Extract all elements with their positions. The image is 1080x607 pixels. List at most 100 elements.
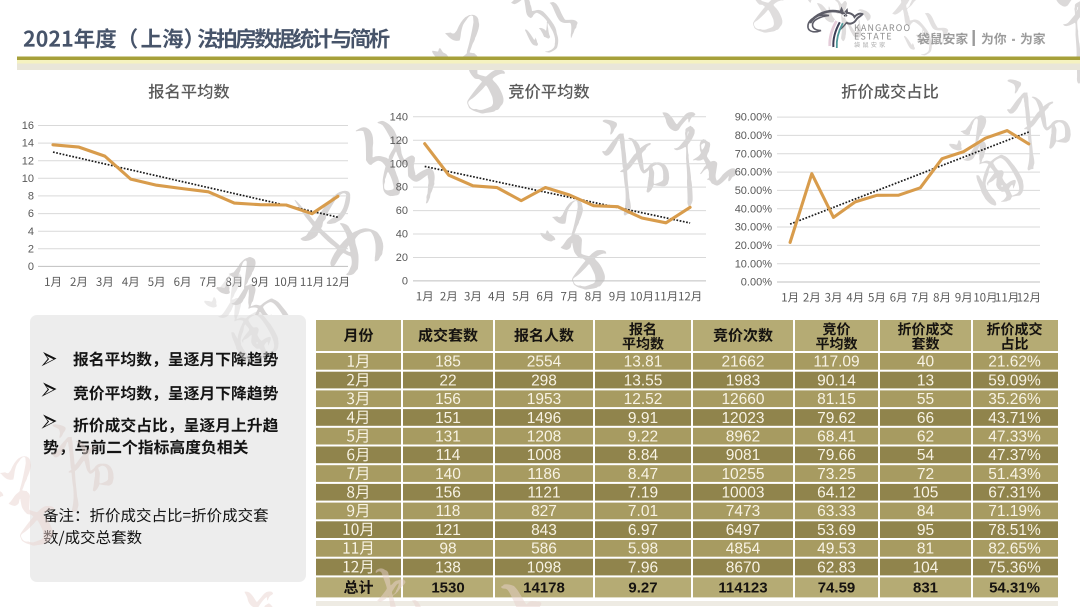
svg-text:10003: 10003 — [721, 485, 764, 502]
svg-text:30.00%: 30.00% — [735, 222, 773, 234]
svg-text:78.51%: 78.51% — [988, 522, 1041, 539]
svg-text:7.01: 7.01 — [628, 503, 658, 520]
svg-text:120: 120 — [390, 135, 408, 147]
svg-text:80: 80 — [396, 182, 408, 194]
svg-text:8.84: 8.84 — [628, 447, 659, 464]
svg-text:13.55: 13.55 — [624, 372, 663, 389]
svg-text:2: 2 — [28, 243, 34, 255]
svg-text:12660: 12660 — [721, 391, 764, 408]
svg-text:586: 586 — [531, 541, 557, 558]
svg-text:7.19: 7.19 — [628, 485, 658, 502]
svg-text:40.00%: 40.00% — [735, 203, 773, 215]
svg-text:114: 114 — [436, 447, 461, 464]
svg-text:47.37%: 47.37% — [988, 447, 1041, 464]
svg-text:35.26%: 35.26% — [988, 391, 1041, 408]
svg-text:104: 104 — [913, 559, 939, 576]
svg-text:13: 13 — [917, 372, 934, 389]
svg-text:6.97: 6.97 — [628, 522, 658, 539]
svg-text:5.98: 5.98 — [628, 541, 658, 558]
svg-text:21662: 21662 — [721, 354, 764, 371]
svg-text:63.33: 63.33 — [817, 503, 856, 520]
svg-text:51.43%: 51.43% — [988, 466, 1041, 483]
svg-text:156: 156 — [435, 485, 461, 502]
svg-text:7.96: 7.96 — [628, 559, 658, 576]
svg-text:114123: 114123 — [718, 580, 767, 597]
svg-text:12.52: 12.52 — [624, 391, 663, 408]
svg-text:90.00%: 90.00% — [735, 112, 773, 124]
svg-text:0: 0 — [402, 276, 408, 288]
svg-text:74.59: 74.59 — [818, 580, 856, 597]
svg-text:156: 156 — [435, 391, 461, 408]
svg-text:20: 20 — [396, 252, 408, 264]
svg-text:47.33%: 47.33% — [988, 429, 1041, 446]
svg-text:50.00%: 50.00% — [735, 185, 773, 197]
svg-text:40: 40 — [917, 354, 935, 371]
svg-text:9.91: 9.91 — [628, 410, 658, 427]
svg-text:90.14: 90.14 — [817, 372, 856, 389]
svg-text:12023: 12023 — [721, 410, 764, 427]
svg-text:100: 100 — [390, 158, 408, 170]
svg-text:66: 66 — [917, 410, 934, 427]
svg-text:49.53: 49.53 — [817, 541, 856, 558]
svg-text:53.69: 53.69 — [817, 522, 856, 539]
svg-text:298: 298 — [531, 372, 557, 389]
svg-text:82.65%: 82.65% — [988, 541, 1041, 558]
svg-text:71.19%: 71.19% — [988, 503, 1041, 520]
svg-text:62.83: 62.83 — [817, 559, 856, 576]
svg-text:121: 121 — [435, 522, 461, 539]
svg-text:79.62: 79.62 — [817, 410, 856, 427]
svg-text:54: 54 — [917, 447, 935, 464]
svg-text:80.00%: 80.00% — [735, 130, 773, 142]
svg-text:67.31%: 67.31% — [988, 485, 1041, 502]
svg-text:98: 98 — [439, 541, 456, 558]
svg-text:1983: 1983 — [726, 372, 760, 389]
svg-text:1098: 1098 — [527, 559, 561, 576]
svg-text:14178: 14178 — [523, 580, 565, 597]
svg-text:81.15: 81.15 — [817, 391, 856, 408]
svg-text:6: 6 — [28, 208, 34, 220]
svg-text:75.36%: 75.36% — [988, 559, 1041, 576]
svg-text:140: 140 — [435, 466, 461, 483]
svg-text:2554: 2554 — [527, 354, 562, 371]
svg-text:40: 40 — [396, 229, 408, 241]
svg-text:105: 105 — [913, 485, 939, 502]
svg-text:16: 16 — [22, 120, 34, 132]
svg-text:8.47: 8.47 — [628, 466, 658, 483]
svg-text:8670: 8670 — [726, 559, 761, 576]
svg-text:68.41: 68.41 — [817, 429, 856, 446]
svg-text:9.22: 9.22 — [628, 429, 658, 446]
svg-text:9.27: 9.27 — [628, 580, 657, 597]
svg-text:6497: 6497 — [726, 522, 760, 539]
svg-text:21.62%: 21.62% — [988, 354, 1041, 371]
svg-text:151: 151 — [435, 410, 461, 427]
svg-text:1186: 1186 — [527, 466, 560, 483]
svg-text:1530: 1530 — [431, 580, 464, 597]
svg-text:73.25: 73.25 — [817, 466, 856, 483]
svg-text:7473: 7473 — [726, 503, 760, 520]
svg-text:59.09%: 59.09% — [988, 372, 1041, 389]
svg-text:4854: 4854 — [726, 541, 761, 558]
svg-text:81: 81 — [917, 541, 934, 558]
svg-text:95: 95 — [917, 522, 934, 539]
svg-text:185: 185 — [435, 354, 461, 371]
svg-text:831: 831 — [913, 580, 938, 597]
svg-text:8: 8 — [28, 191, 34, 203]
svg-text:131: 131 — [435, 429, 461, 446]
svg-text:1496: 1496 — [527, 410, 561, 427]
svg-text:8962: 8962 — [726, 429, 760, 446]
svg-text:827: 827 — [531, 503, 557, 520]
svg-text:12: 12 — [22, 155, 34, 167]
svg-text:9081: 9081 — [726, 447, 760, 464]
svg-text:72: 72 — [917, 466, 934, 483]
svg-text:60: 60 — [396, 205, 408, 217]
svg-text:13.81: 13.81 — [624, 354, 663, 371]
svg-text:54.31%: 54.31% — [989, 580, 1040, 597]
svg-text:79.66: 79.66 — [817, 447, 856, 464]
svg-text:1121: 1121 — [527, 485, 560, 502]
svg-text:4: 4 — [28, 226, 34, 238]
svg-text:10.00%: 10.00% — [735, 258, 773, 270]
svg-text:10: 10 — [22, 173, 34, 185]
svg-text:60.00%: 60.00% — [735, 167, 773, 179]
svg-text:22: 22 — [439, 372, 456, 389]
svg-text:1008: 1008 — [527, 447, 561, 464]
